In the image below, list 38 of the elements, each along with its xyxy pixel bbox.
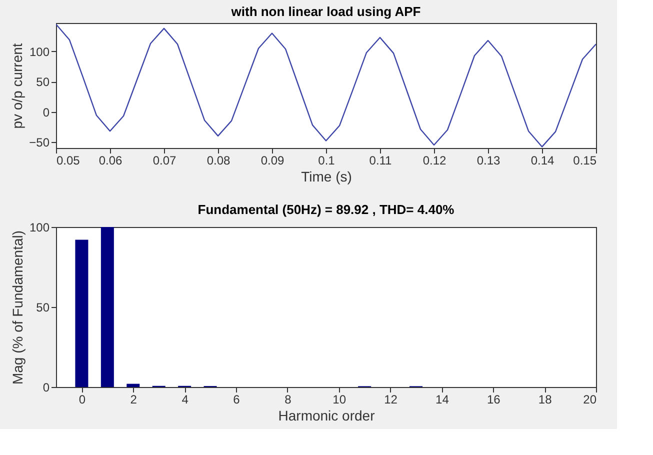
y-tick-label: 0 [42, 380, 50, 394]
y-tick-label: 100 [29, 44, 50, 59]
y-tick-label: 50 [36, 75, 50, 90]
chart-title: Fundamental (50Hz) = 89.92 , THD= 4.40% [198, 202, 455, 217]
chart-title: with non linear load using APF [230, 4, 421, 19]
x-tick-label: 0.08 [206, 154, 230, 168]
bar [126, 384, 140, 387]
x-tick-label: 8 [284, 392, 292, 406]
y-axis-title: pv o/p current [9, 43, 26, 129]
x-tick-label: 0.07 [152, 154, 176, 168]
x-tick-label: 0.12 [422, 154, 446, 168]
bar [100, 227, 114, 387]
x-axis-title: Time (s) [301, 168, 352, 184]
x-tick-label: 16 [486, 392, 501, 406]
x-axis-title: Harmonic order [278, 408, 376, 424]
x-tick-label: 0.11 [369, 154, 392, 168]
y-tick-label: 50 [36, 300, 50, 314]
x-tick-label: 10 [332, 392, 346, 406]
x-tick-label: 0.09 [260, 154, 284, 168]
x-tick-label: 4 [182, 392, 189, 406]
x-tick-label: 6 [233, 392, 240, 406]
x-tick-label: 0.05 [56, 154, 80, 168]
y-tick-label: 0 [42, 105, 50, 120]
y-axis-title: Mag (% of Fundamental) [9, 230, 26, 385]
x-tick-label: 20 [583, 392, 597, 406]
x-tick-label: 12 [384, 392, 398, 406]
x-tick-label: 0.13 [476, 154, 500, 168]
bar [75, 240, 88, 387]
x-tick-label: 0 [78, 392, 86, 406]
x-tick-label: 0.15 [573, 154, 597, 168]
x-tick-label: 18 [538, 392, 552, 406]
x-tick-label: 0.06 [98, 154, 122, 168]
x-tick-label: 0.1 [318, 154, 336, 168]
y-tick-label: 100 [29, 220, 50, 234]
x-tick-label: 2 [130, 392, 138, 406]
x-tick-label: 14 [436, 392, 450, 406]
y-tick-label: −50 [29, 135, 50, 150]
x-tick-label: 0.14 [530, 154, 554, 168]
